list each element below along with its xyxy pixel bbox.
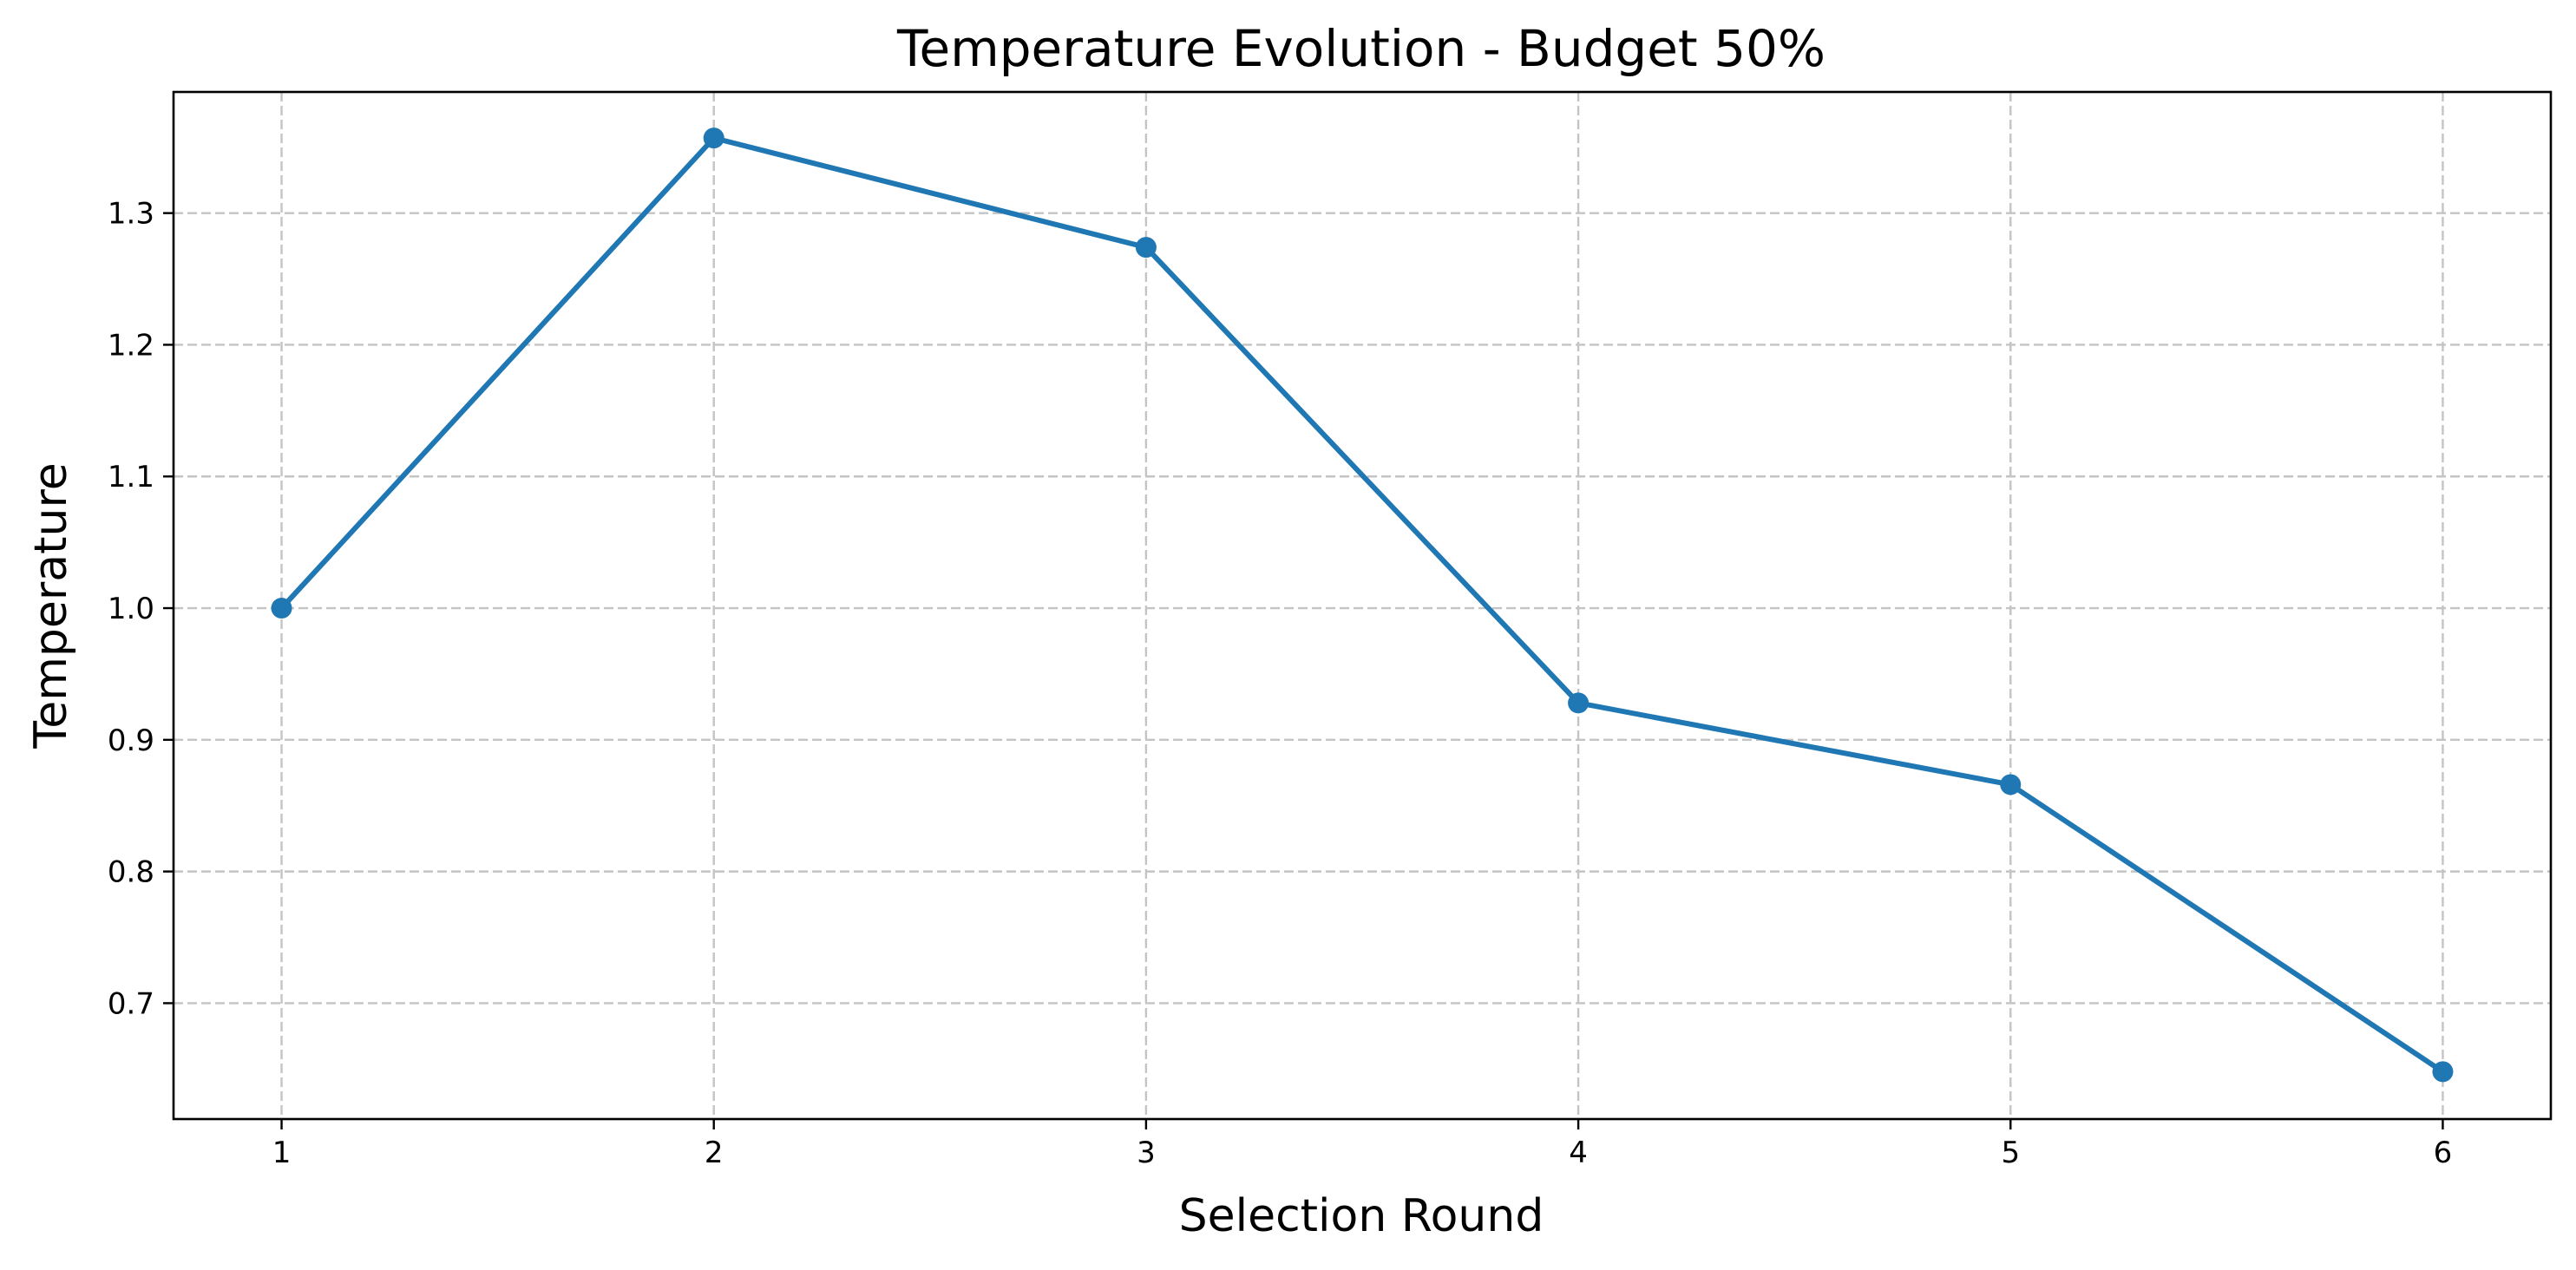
x-axis-label: Selection Round — [1179, 1190, 1544, 1242]
data-point — [2432, 1061, 2454, 1083]
grid-lines — [174, 92, 2551, 1119]
x-tick-label: 3 — [1137, 1136, 1156, 1170]
y-tick-label: 0.7 — [108, 986, 154, 1021]
y-tick-label: 1.1 — [108, 460, 154, 494]
data-point — [271, 598, 292, 619]
series-layer — [271, 128, 2454, 1083]
x-tick-label: 2 — [705, 1136, 724, 1170]
data-point — [1568, 692, 1590, 714]
data-point — [1135, 237, 1157, 259]
x-tick-label: 5 — [2001, 1136, 2020, 1170]
y-tick-label: 1.2 — [108, 328, 154, 363]
y-tick-label: 1.3 — [108, 197, 154, 232]
x-tick-label: 6 — [2434, 1136, 2453, 1170]
x-tick-label: 4 — [1569, 1136, 1588, 1170]
data-point — [2000, 774, 2022, 795]
y-tick-label: 0.9 — [108, 723, 154, 758]
y-axis-label: Temperature — [25, 462, 77, 749]
series-line — [279, 135, 2446, 1075]
axis-ticks: 1 2 3 4 5 6 0.7 0.8 0.9 1.0 1.1 1.2 1.3 — [108, 197, 2452, 1170]
y-tick-label: 1.0 — [108, 592, 154, 626]
x-tick-label: 1 — [272, 1136, 292, 1170]
chart-title: Temperature Evolution - Budget 50% — [896, 19, 1825, 78]
y-tick-label: 0.8 — [108, 855, 154, 890]
data-point — [703, 128, 724, 149]
plot-area-frame — [172, 90, 2553, 1121]
